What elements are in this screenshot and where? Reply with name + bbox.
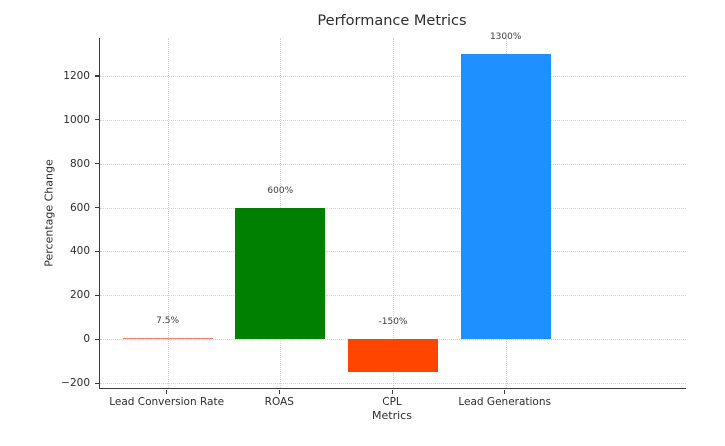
x-tick-label: Lead Conversion Rate bbox=[109, 396, 225, 408]
bar-lead-generations bbox=[460, 53, 551, 340]
bar-value-label: 600% bbox=[267, 185, 294, 196]
y-tick bbox=[94, 250, 99, 253]
y-tick-label: 1000 bbox=[63, 113, 90, 126]
plot-area: 7.5% 600% -150% 1300% bbox=[99, 32, 686, 389]
chart-title: Performance Metrics bbox=[317, 13, 467, 29]
y-tick bbox=[94, 338, 99, 340]
x-tick bbox=[391, 389, 393, 394]
bar-value-label: 7.5% bbox=[156, 315, 180, 326]
x-gridline bbox=[393, 38, 394, 388]
y-tick bbox=[94, 163, 99, 165]
bar-roas bbox=[235, 207, 326, 340]
y-tick-label: 1200 bbox=[63, 69, 90, 82]
bar-value-label: -150% bbox=[378, 317, 408, 328]
x-tick-label: CPL bbox=[382, 396, 402, 408]
x-gridline bbox=[167, 38, 169, 388]
y-tick bbox=[94, 294, 99, 296]
y-tick-label: 600 bbox=[69, 201, 90, 214]
y-tick-label: 0 bbox=[83, 333, 90, 346]
bar-cpl bbox=[347, 339, 439, 373]
bar-value-label: 1300% bbox=[489, 31, 522, 42]
y-tick bbox=[94, 207, 99, 209]
x-tick bbox=[166, 389, 168, 394]
y-tick-label: −200 bbox=[61, 377, 90, 390]
y-tick bbox=[94, 119, 99, 121]
x-tick bbox=[504, 389, 506, 394]
y-tick bbox=[94, 382, 99, 384]
y-tick bbox=[94, 75, 99, 77]
bar-lead-conversion-rate bbox=[122, 337, 213, 340]
x-tick-label: Lead Generations bbox=[458, 396, 551, 408]
x-tick-label: ROAS bbox=[264, 396, 294, 408]
y-tick-label: 400 bbox=[69, 245, 90, 258]
y-tick-label: 800 bbox=[69, 157, 90, 170]
x-axis-label: Metrics bbox=[372, 409, 412, 422]
y-tick-label: 200 bbox=[69, 289, 90, 302]
x-tick bbox=[278, 389, 280, 394]
